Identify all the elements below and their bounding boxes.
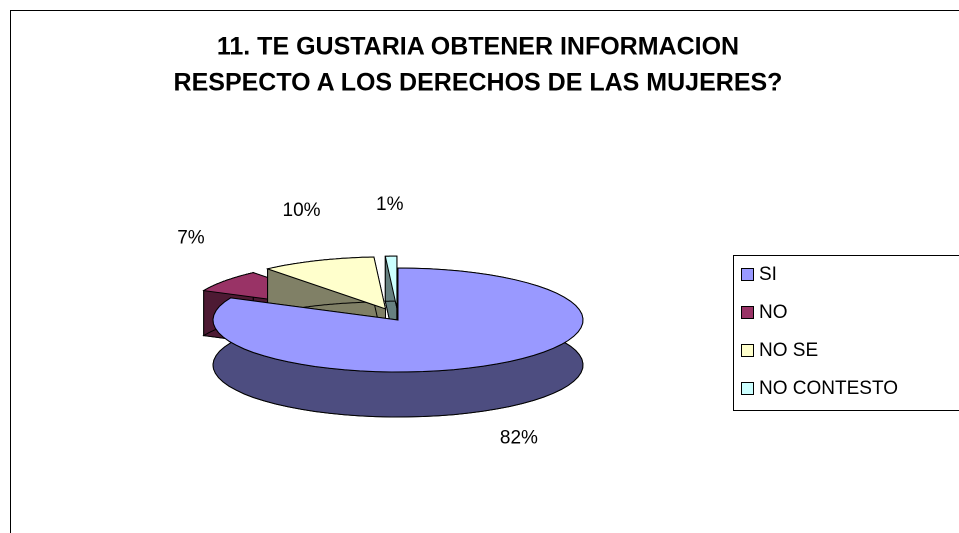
legend-swatch — [741, 344, 754, 357]
legend-label: NO SE — [759, 340, 818, 361]
legend-swatch — [741, 306, 754, 319]
legend-label: SI — [759, 264, 777, 285]
legend-swatch — [741, 268, 754, 281]
legend-box — [733, 255, 959, 411]
slice-top — [212, 267, 584, 373]
data-label: 1% — [376, 194, 404, 215]
legend-label: NO — [759, 302, 788, 323]
data-label: 82% — [500, 428, 538, 449]
pie-slice — [212, 267, 584, 418]
data-label: 7% — [177, 228, 205, 249]
legend-label: NO CONTESTO — [759, 378, 898, 399]
chart-title: 11. TE GUSTARIA OBTENER INFORMACION — [217, 33, 739, 61]
legend-swatch — [741, 382, 754, 395]
slice-top — [384, 255, 398, 309]
data-label: 10% — [283, 200, 321, 221]
slice-top — [265, 256, 387, 310]
chart-title: RESPECTO A LOS DERECHOS DE LAS MUJERES? — [174, 69, 783, 97]
